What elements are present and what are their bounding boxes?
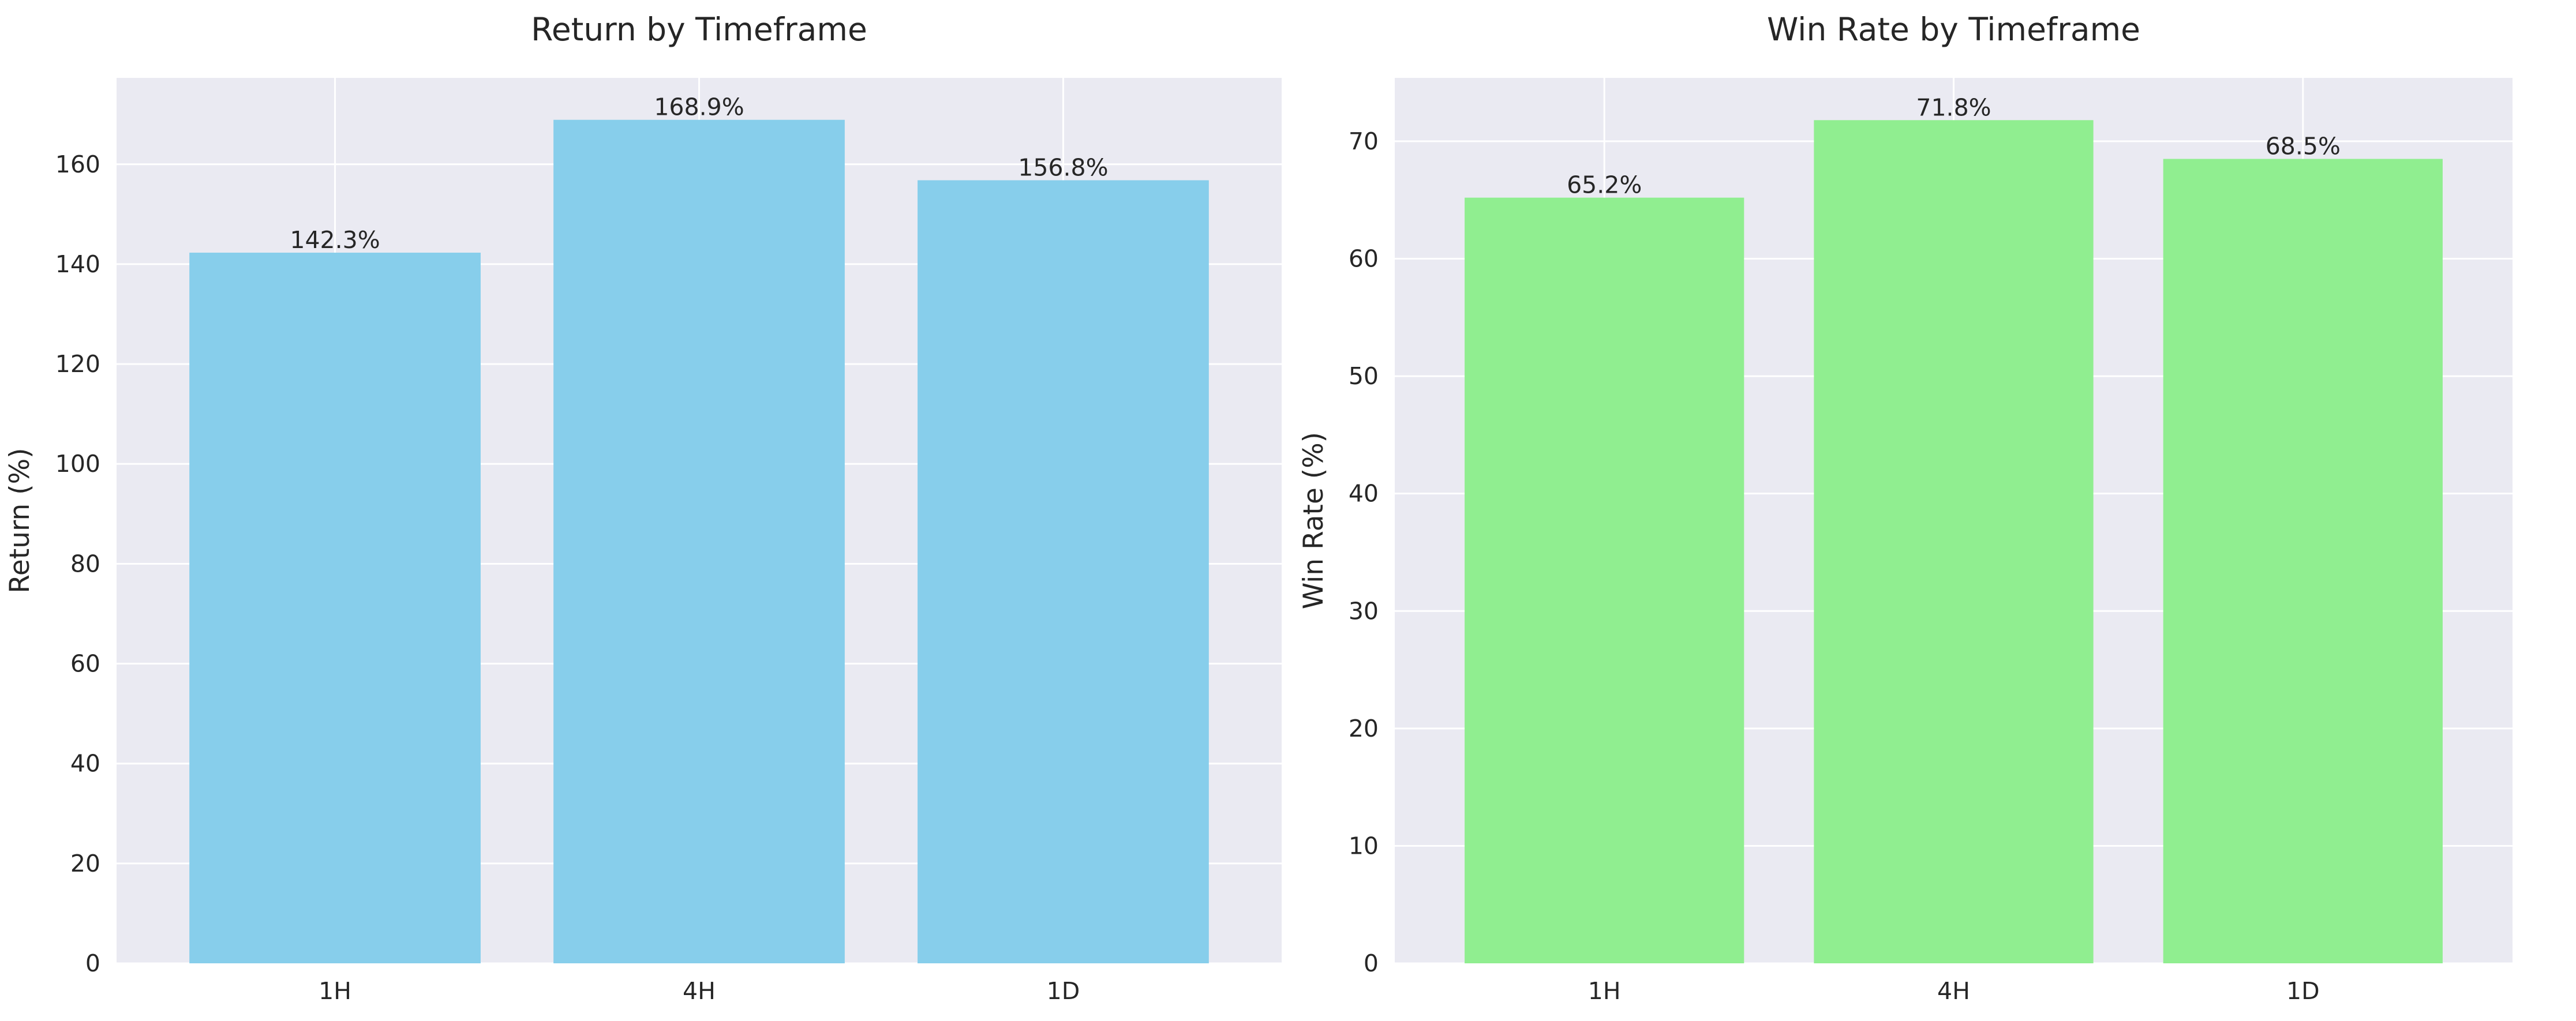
- data-labels: 142.3% 168.9% 156.8%: [290, 93, 1108, 254]
- x-ticks: 1H 4H 1D: [1588, 977, 2320, 1005]
- bar: [189, 253, 481, 964]
- y-tick-label: 80: [70, 550, 100, 577]
- data-label: 65.2%: [1567, 171, 1642, 199]
- y-axis-label: Win Rate (%): [1298, 432, 1330, 609]
- data-labels: 65.2% 71.8% 68.5%: [1567, 93, 2341, 198]
- y-ticks: 0 20 40 60 80 100 120 140 160: [55, 151, 100, 977]
- y-tick-label: 60: [70, 650, 100, 678]
- y-tick-label: 40: [70, 750, 100, 778]
- y-tick-label: 20: [70, 850, 100, 877]
- chart-title: Win Rate by Timeframe: [1767, 11, 2140, 48]
- bar: [2163, 159, 2443, 963]
- y-tick-label: 0: [85, 949, 100, 977]
- data-label: 168.9%: [654, 93, 744, 121]
- y-tick-label: 60: [1349, 245, 1379, 273]
- x-ticks: 1H 4H 1D: [319, 977, 1080, 1005]
- data-label: 71.8%: [1916, 93, 1991, 121]
- x-tick-label: 1H: [319, 977, 351, 1005]
- y-tick-label: 70: [1349, 127, 1379, 155]
- data-label: 68.5%: [2266, 132, 2341, 160]
- data-label: 156.8%: [1018, 153, 1108, 181]
- y-tick-label: 50: [1349, 362, 1379, 390]
- y-tick-label: 140: [55, 250, 100, 278]
- x-tick-label: 4H: [1937, 977, 1970, 1005]
- data-label: 142.3%: [290, 226, 380, 254]
- y-tick-label: 120: [55, 350, 100, 378]
- x-tick-label: 4H: [683, 977, 716, 1005]
- bar: [918, 180, 1209, 963]
- bar: [553, 119, 845, 963]
- y-tick-label: 160: [55, 151, 100, 178]
- bars: [189, 119, 1209, 964]
- y-tick-label: 30: [1349, 597, 1379, 625]
- y-tick-label: 10: [1349, 832, 1379, 859]
- y-axis-label: Return (%): [4, 448, 36, 593]
- chart-return: 142.3% 168.9% 156.8% 0 20 40 60 80 100 120 140 160…: [4, 11, 1282, 1005]
- bar: [1814, 120, 2094, 964]
- bars: [1465, 120, 2443, 964]
- bar: [1465, 197, 1744, 963]
- y-tick-label: 0: [1364, 949, 1379, 977]
- y-ticks: 0 10 20 30 40 50 60 70: [1349, 127, 1379, 977]
- chart-win-rate: 65.2% 71.8% 68.5% 0 10 20 30 40 50 60 70 1H 4H 1D W…: [1298, 11, 2513, 1005]
- y-tick-label: 40: [1349, 480, 1379, 508]
- x-tick-label: 1D: [2286, 977, 2320, 1005]
- y-tick-label: 20: [1349, 715, 1379, 742]
- x-tick-label: 1H: [1588, 977, 1621, 1005]
- chart-title: Return by Timeframe: [531, 11, 867, 48]
- x-tick-label: 1D: [1047, 977, 1080, 1005]
- y-tick-label: 100: [55, 450, 100, 478]
